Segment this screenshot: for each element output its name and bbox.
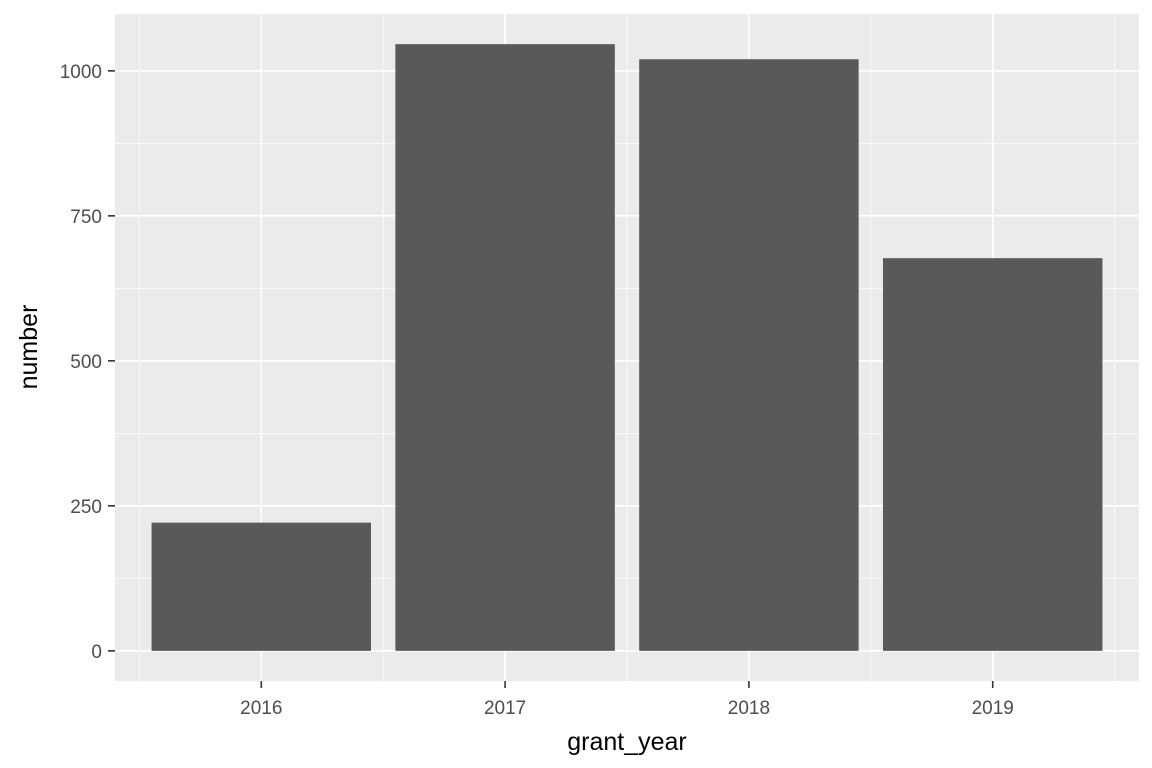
x-axis-title: grant_year xyxy=(567,728,687,756)
y-tick-label: 250 xyxy=(70,497,102,518)
x-tick-label: 2018 xyxy=(728,698,770,719)
y-tick-label: 1000 xyxy=(60,62,102,83)
y-axis: 0 250 500 750 1000 xyxy=(60,62,115,663)
y-tick-label: 500 xyxy=(70,352,102,373)
bars xyxy=(151,44,1103,651)
bar-2016 xyxy=(151,522,371,651)
bar-2017 xyxy=(395,44,615,651)
y-axis-title: number xyxy=(15,305,43,390)
bar-2019 xyxy=(883,258,1103,651)
x-tick-label: 2019 xyxy=(972,698,1014,719)
x-axis: 2016 2017 2018 2019 xyxy=(240,681,1014,719)
x-tick-label: 2016 xyxy=(240,698,282,719)
y-tick-label: 0 xyxy=(91,642,102,663)
y-tick-label: 750 xyxy=(70,207,102,228)
x-tick-label: 2017 xyxy=(484,698,526,719)
bar-2018 xyxy=(639,59,859,651)
